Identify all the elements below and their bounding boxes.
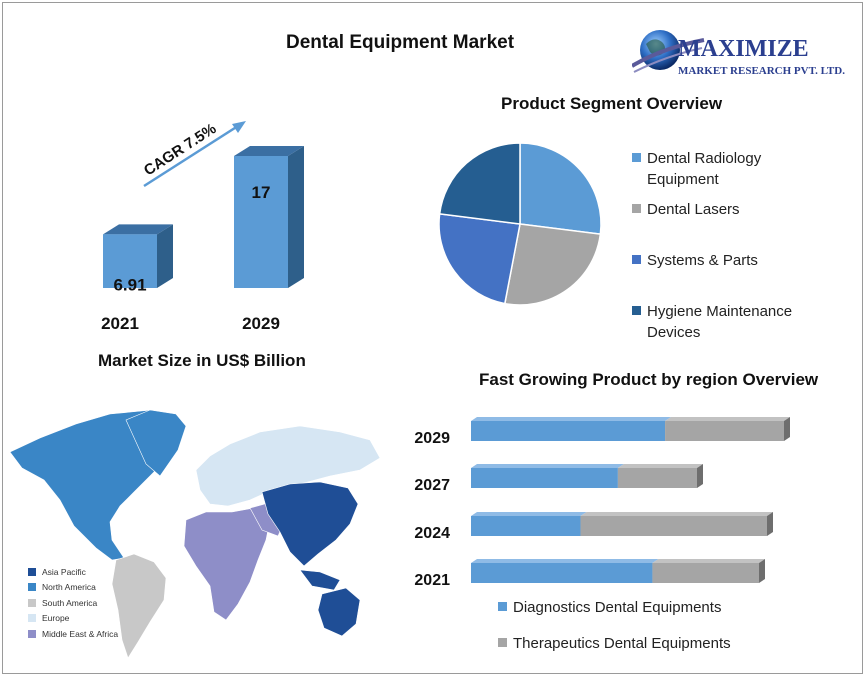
pie-slice (438, 213, 521, 305)
bar-top (471, 417, 672, 421)
bar-segment (617, 468, 697, 488)
bar-top (665, 417, 790, 421)
product-segment-pie (438, 142, 602, 306)
pie-legend-item: Dental Lasers (632, 199, 740, 220)
bar-side (288, 146, 304, 288)
bar-top (471, 464, 624, 468)
bar-segment (665, 421, 784, 441)
market-size-chart: 6.91 2021 17 2029 (101, 146, 304, 333)
legend-label: Therapeutics Dental Equipments (513, 635, 731, 652)
bar-segment (471, 563, 653, 583)
cagr-label: CAGR 7.5% (141, 120, 219, 179)
company-logo: MAXIMIZE MARKET RESEARCH PVT. LTD. (632, 22, 857, 82)
legend-swatch (632, 255, 641, 264)
bar-side (157, 224, 173, 288)
greenland-region (125, 409, 187, 477)
bar-top (617, 464, 703, 468)
logo-subtitle: MARKET RESEARCH PVT. LTD. (678, 65, 845, 77)
bar-value-label: 6.91 (113, 275, 146, 294)
map-legend: Asia Pacific North America South America… (28, 564, 118, 642)
map-legend-item: Middle East & Africa (28, 626, 118, 642)
series-legend-item: Diagnostics Dental Equipments (498, 597, 721, 618)
region-growth-chart: 2029 2027 2024 2021 (414, 417, 790, 589)
map-legend-item: Europe (28, 611, 118, 627)
year-label: 2021 (101, 314, 139, 333)
bar-segment (652, 563, 759, 583)
legend-label: Systems & Parts (647, 252, 758, 269)
bar-top (234, 146, 304, 156)
market-size-label: Market Size in US$ Billion (98, 351, 306, 370)
map-legend-item: North America (28, 580, 118, 596)
year-label: 2029 (242, 314, 280, 333)
globe-logo-icon: MAXIMIZE MARKET RESEARCH PVT. LTD. (632, 30, 845, 77)
bar-segment (471, 421, 666, 441)
legend-label: Hygiene Maintenance Devices (647, 303, 793, 341)
bar-segment (471, 468, 618, 488)
pie-slice (519, 142, 602, 235)
legend-swatch (28, 614, 36, 623)
map-legend-item: Asia Pacific (28, 564, 118, 580)
bar-segment (580, 516, 767, 536)
bar-segment (471, 516, 581, 536)
bar-top (471, 559, 659, 563)
bar-top (652, 559, 765, 563)
pie-slice (503, 223, 602, 306)
north-america-region (9, 409, 179, 561)
pie-legend-item: Systems & Parts (632, 250, 758, 271)
bar-side (697, 464, 703, 488)
bar-side (759, 559, 765, 583)
legend-label: North America (42, 582, 96, 593)
australia-region (317, 587, 361, 637)
south-america-region (111, 553, 167, 659)
legend-swatch (498, 638, 507, 647)
pie-slice (438, 142, 521, 225)
pie-chart-title: Product Segment Overview (501, 94, 723, 113)
legend-swatch (28, 598, 36, 607)
legend-label: Middle East & Africa (42, 628, 119, 639)
region-chart-title: Fast Growing Product by region Overview (479, 370, 819, 389)
map-legend-item: South America (28, 595, 118, 611)
asia-pacific-region (261, 481, 359, 567)
page-title: Dental Equipment Market (286, 32, 515, 53)
europe-region (195, 425, 381, 507)
bar-top (580, 512, 773, 516)
legend-swatch (498, 602, 507, 611)
bar (103, 234, 157, 288)
legend-swatch (632, 306, 641, 315)
pie-legend-item: Hygiene Maintenance Devices (632, 301, 817, 343)
year-label: 2029 (414, 430, 450, 447)
cagr-arrow (143, 121, 246, 188)
legend-swatch (28, 567, 36, 576)
legend-label: Dental Lasers (647, 201, 740, 218)
bar-top (471, 512, 587, 516)
legend-label: South America (42, 597, 98, 608)
legend-swatch (28, 583, 36, 592)
legend-swatch (632, 153, 641, 162)
legend-label: Asia Pacific (42, 566, 86, 577)
middle-east-africa-region (183, 507, 271, 621)
year-label: 2027 (414, 477, 450, 494)
pie-legend-item: Dental Radiology Equipment (632, 148, 787, 190)
logo-name: MAXIMIZE (678, 36, 809, 62)
legend-label: Diagnostics Dental Equipments (513, 599, 722, 616)
bar-side (767, 512, 773, 536)
legend-label: Europe (42, 613, 70, 624)
year-label: 2021 (414, 572, 450, 589)
legend-label: Dental Radiology Equipment (647, 150, 762, 188)
southeast-asia-region (299, 569, 341, 591)
bar-value-label: 17 (252, 183, 271, 202)
bar-side (784, 417, 790, 441)
series-legend-item: Therapeutics Dental Equipments (498, 633, 731, 654)
bar-top (103, 224, 173, 235)
legend-swatch (632, 204, 641, 213)
year-label: 2024 (414, 525, 450, 542)
legend-swatch (28, 629, 36, 638)
world-map (9, 409, 381, 659)
bar (234, 156, 288, 288)
